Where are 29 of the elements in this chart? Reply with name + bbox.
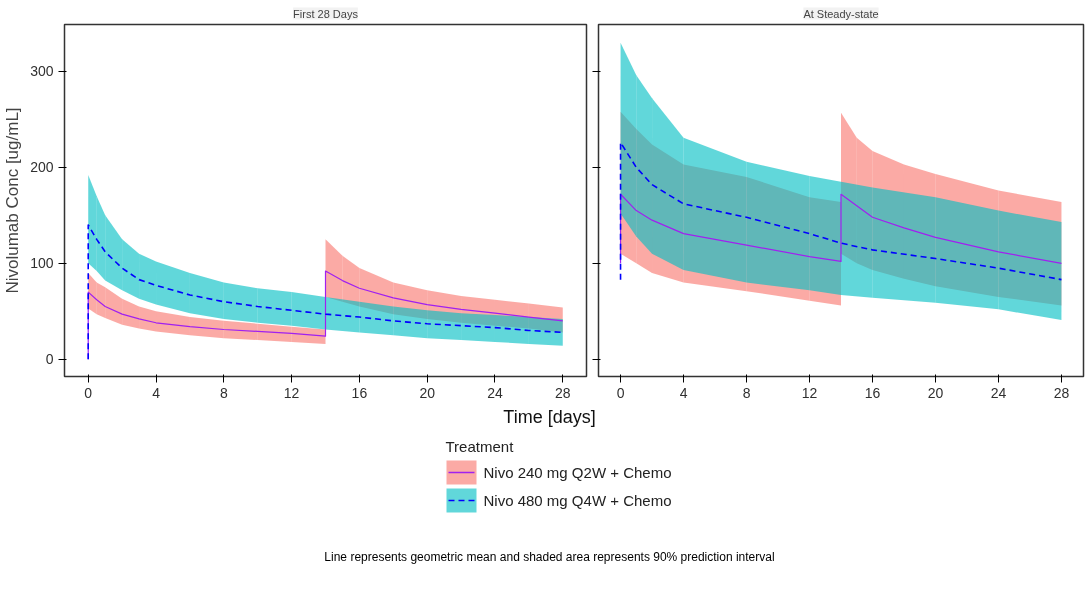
x-tick-label: 16 [864, 384, 881, 401]
chart-title: At Steady-state [803, 7, 879, 20]
y-tick-label: 100 [30, 255, 54, 272]
x-tick-label: 12 [801, 384, 818, 401]
x-tick-label: 24 [990, 384, 1007, 401]
x-tick-label: 0 [616, 384, 625, 401]
x-tick-label: 20 [419, 384, 436, 401]
chart-title: First 28 Days [293, 7, 359, 20]
x-tick-label: 28 [554, 384, 571, 401]
text: Line represents geometric mean and shaded area represents 90% prediction interval [324, 549, 775, 566]
legend-label: Nivo 240 mg Q2W + Chemo [483, 464, 672, 481]
x-axis-title: Time [days] [503, 406, 596, 429]
legend-title: Treatment [445, 438, 515, 455]
x-tick-label: 16 [351, 384, 368, 401]
x-tick-label: 4 [679, 384, 688, 401]
legend-label: Nivo 480 mg Q4W + Chemo [483, 492, 672, 509]
x-tick-label: 24 [487, 384, 503, 401]
y-tick-label: 0 [45, 351, 54, 368]
x-tick-label: 12 [283, 384, 300, 401]
line-series [87, 224, 564, 361]
y-axis-title: Nivolumab Conc [ug/mL] [3, 107, 23, 294]
x-tick-label: 20 [927, 384, 944, 401]
x-tick-label: 8 [742, 384, 751, 401]
x-tick-label: 0 [84, 384, 93, 401]
x-tick-label: 28 [1053, 384, 1070, 401]
y-tick-label: 300 [30, 63, 54, 80]
y-tick-label: 200 [30, 159, 54, 176]
x-tick-label: 8 [219, 384, 228, 401]
x-tick-label: 4 [152, 384, 161, 401]
